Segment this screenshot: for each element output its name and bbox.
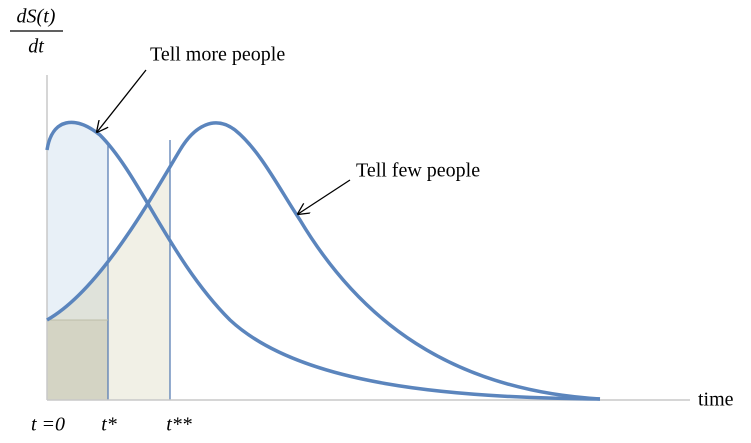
x-tick-label: t =0 <box>31 414 65 436</box>
area-base-box <box>47 320 108 400</box>
x-label: time <box>698 389 734 411</box>
arrow-few <box>298 179 351 214</box>
area-few-people-late <box>108 166 170 400</box>
annotation: Tell few people <box>356 160 480 182</box>
y-label-denominator: dt <box>28 36 44 58</box>
x-tick-label: t** <box>166 414 192 436</box>
y-label-numerator: dS(t) <box>17 6 56 28</box>
x-tick-label: t* <box>101 414 117 436</box>
curve-tell-more <box>45 120 601 401</box>
curve-tell-few <box>46 121 601 401</box>
annotation: Tell more people <box>150 44 285 66</box>
arrow-more <box>97 69 147 132</box>
